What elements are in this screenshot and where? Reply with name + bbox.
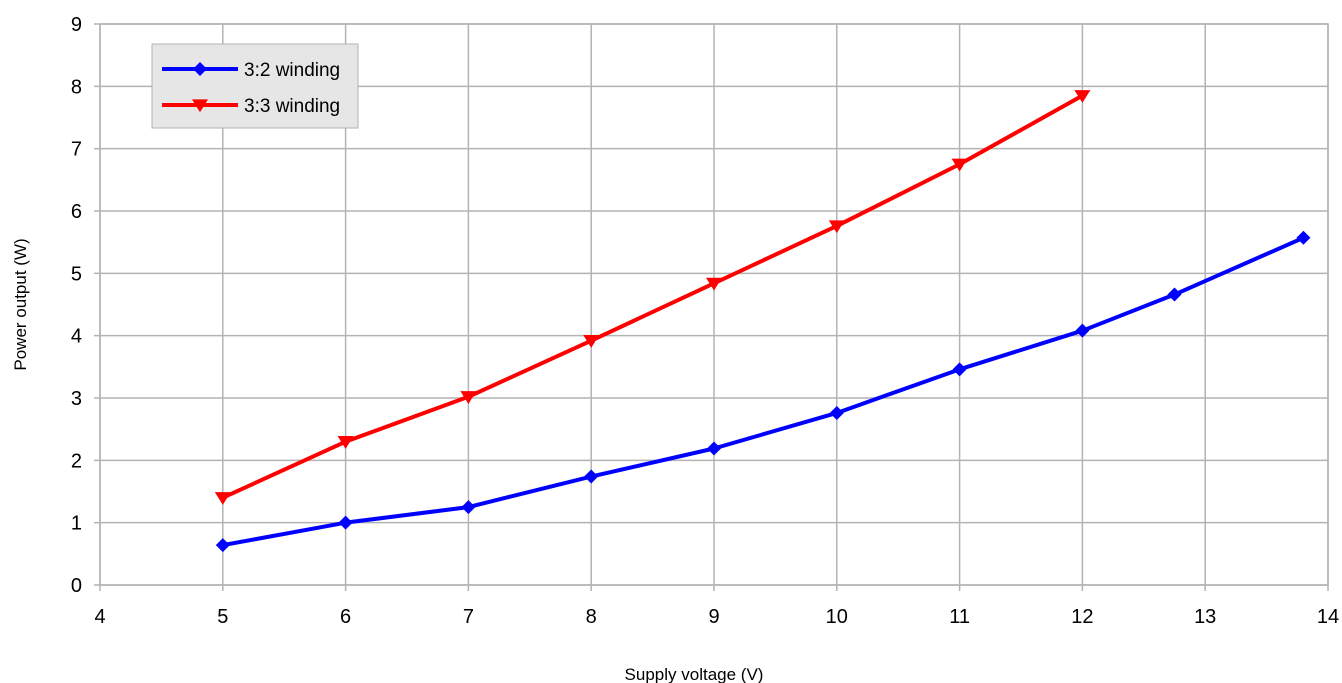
y-tick-label: 3: [71, 388, 82, 410]
y-axis-title: Power output (W): [11, 238, 30, 370]
data-point: [707, 441, 721, 456]
x-axis-ticks: 4 5 6 7 8 9 10 11 12 13 14: [94, 585, 1339, 628]
data-point: [583, 335, 600, 348]
data-point: [828, 220, 845, 234]
legend-label-3-2-winding: 3:2 winding: [244, 60, 340, 81]
data-point: [1075, 323, 1090, 338]
x-axis-title: Supply voltage (V): [625, 665, 764, 683]
x-tick-label: 12: [1071, 606, 1093, 628]
data-point: [829, 405, 844, 420]
series-line-3-3-winding: [220, 93, 1085, 500]
x-tick-label: 8: [586, 606, 597, 628]
x-tick-label: 6: [340, 606, 351, 628]
data-point: [337, 436, 354, 449]
x-tick-label: 10: [826, 606, 848, 628]
legend-swatch-3-2-winding: [162, 62, 238, 76]
y-tick-label: 7: [71, 139, 82, 161]
y-tick-label: 9: [71, 14, 82, 36]
data-point: [584, 469, 599, 484]
legend-marker: [192, 99, 208, 113]
y-axis-ticks: 0 1 2 3 4 5 6 7 8 9: [71, 14, 100, 597]
x-tick-label: 5: [217, 606, 228, 628]
series-layer: [214, 90, 1311, 553]
series-3-2-winding: [215, 230, 1311, 553]
y-tick-label: 6: [71, 201, 82, 223]
legend-item-3-2-winding: 3:2 winding: [162, 60, 340, 81]
data-point: [461, 500, 476, 515]
series-line-3-2-winding: [220, 235, 1306, 548]
y-tick-label: 0: [71, 575, 82, 597]
x-tick-label: 4: [94, 606, 105, 628]
data-point: [1296, 230, 1311, 245]
x-tick-label: 9: [708, 606, 719, 628]
legend-swatch-3-3-winding: [162, 99, 238, 113]
x-tick-label: 13: [1194, 606, 1216, 628]
legend-label-3-3-winding: 3:3 winding: [244, 96, 340, 117]
x-tick-label: 14: [1317, 606, 1339, 628]
x-tick-label: 11: [949, 606, 970, 628]
y-tick-label: 4: [71, 326, 82, 348]
data-point: [215, 538, 230, 553]
data-point: [338, 515, 353, 530]
y-tick-label: 8: [71, 76, 82, 98]
data-point: [1167, 287, 1182, 302]
legend-marker: [193, 62, 207, 76]
data-point: [460, 391, 477, 404]
y-tick-label: 2: [71, 450, 82, 472]
legend-item-3-3-winding: 3:3 winding: [162, 96, 340, 117]
data-point: [706, 277, 722, 291]
x-tick-label: 7: [463, 606, 474, 628]
y-tick-label: 5: [71, 263, 82, 285]
data-point: [952, 362, 967, 377]
data-point: [214, 492, 231, 505]
data-point: [1074, 90, 1091, 103]
legend-box: [151, 43, 359, 129]
data-point: [951, 158, 968, 172]
legend: 3:2 winding 3:3 winding: [151, 43, 359, 129]
y-tick-label: 1: [71, 513, 82, 535]
series-3-3-winding: [214, 90, 1091, 505]
